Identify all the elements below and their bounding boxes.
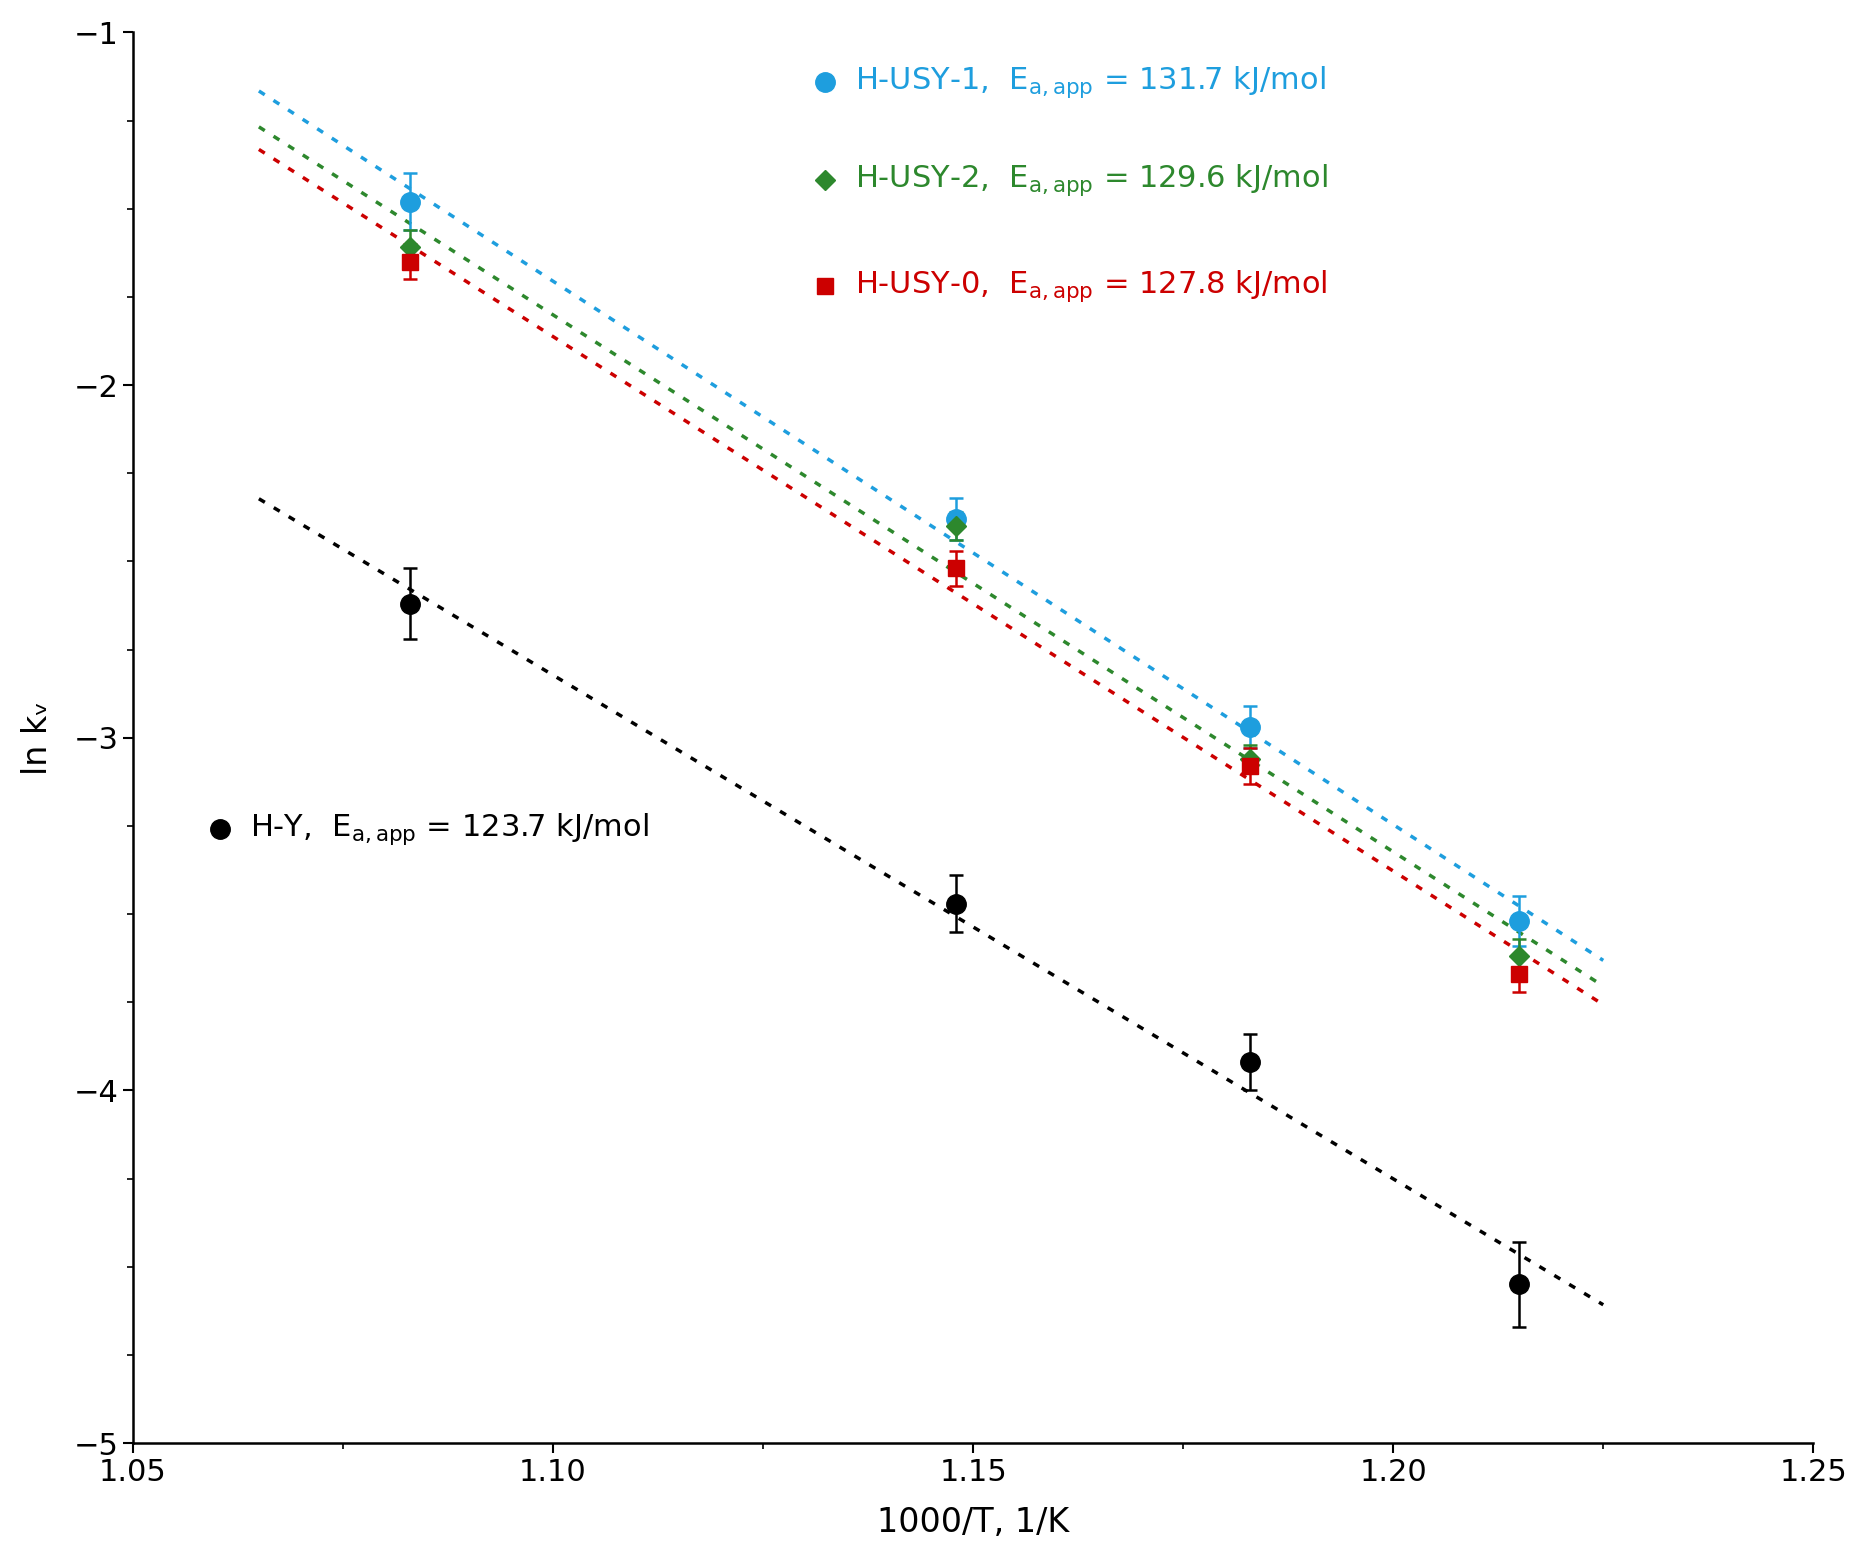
Text: H-USY-0,  E$_{{\rm a,app}}$ = 127.8 kJ/mol: H-USY-0, E$_{{\rm a,app}}$ = 127.8 kJ/mo…	[856, 268, 1328, 304]
Text: H-USY-1,  E$_{{\rm a,app}}$ = 131.7 kJ/mol: H-USY-1, E$_{{\rm a,app}}$ = 131.7 kJ/mo…	[856, 64, 1326, 100]
Text: H-Y,  E$_{{\rm a,app}}$ = 123.7 kJ/mol: H-Y, E$_{{\rm a,app}}$ = 123.7 kJ/mol	[250, 811, 650, 847]
Text: H-USY-2,  E$_{{\rm a,app}}$ = 129.6 kJ/mol: H-USY-2, E$_{{\rm a,app}}$ = 129.6 kJ/mo…	[856, 162, 1328, 198]
Y-axis label: ln kᵥ: ln kᵥ	[21, 700, 54, 775]
X-axis label: 1000/T, 1/K: 1000/T, 1/K	[876, 1505, 1068, 1540]
